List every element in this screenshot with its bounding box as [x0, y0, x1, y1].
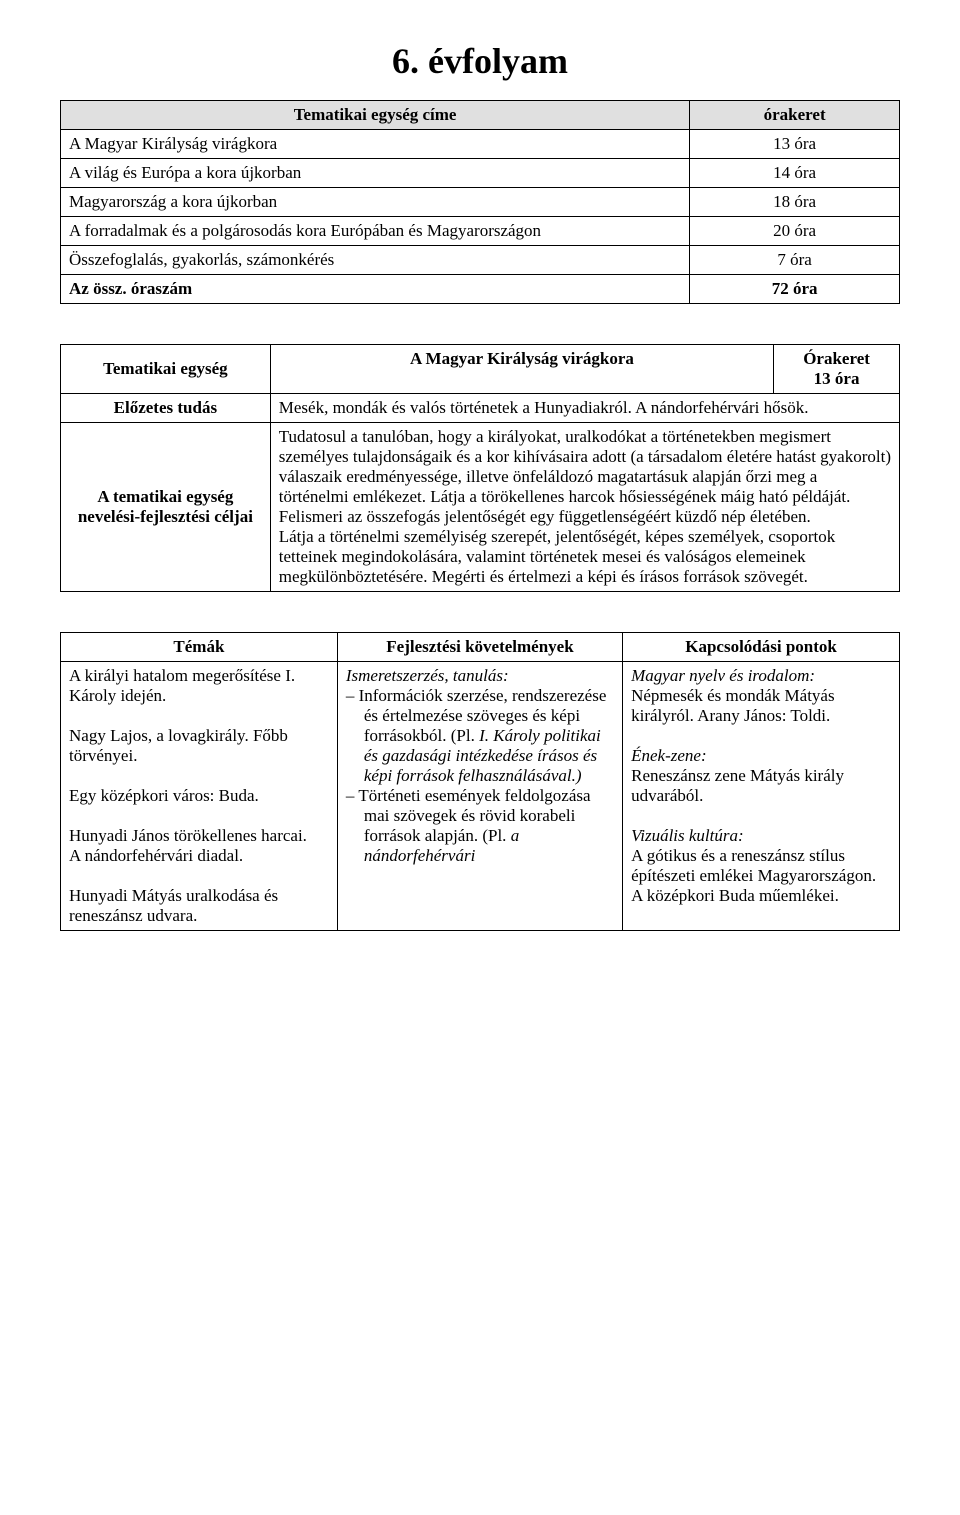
t1-header-right: órakeret: [690, 101, 900, 130]
t2-goals-value: Tudatosul a tanulóban, hogy a királyokat…: [270, 423, 899, 592]
t2-unit-hours: Órakeret 13 óra: [774, 345, 900, 394]
t1-r5-label: Az össz. óraszám: [61, 275, 690, 304]
t2-prior-value: Mesék, mondák és valós történetek a Huny…: [270, 394, 899, 423]
t1-r3-value: 20 óra: [690, 217, 900, 246]
list-item: Információk szerzése, rendszerezése és é…: [346, 686, 614, 786]
t3-req-cell: Ismeretszerzés, tanulás: Információk sze…: [337, 662, 622, 931]
topics-table: Témák Fejlesztési követelmények Kapcsoló…: [60, 632, 900, 931]
t2-hours-label: Órakeret: [803, 349, 870, 368]
t3-links-p2-text: Reneszánsz zene Mátyás király udvarából.: [631, 766, 844, 805]
t3-links-p3-label: Vizuális kultúra:: [631, 826, 744, 845]
t3-req-item1-a: Történeti események feldolgozása mai szö…: [358, 786, 590, 845]
table-row: A forradalmak és a polgárosodás kora Eur…: [61, 217, 900, 246]
t2-unit-value: A Magyar Királyság virágkora: [270, 345, 773, 394]
t1-r0-label: A Magyar Királyság virágkora: [61, 130, 690, 159]
t2-hours-value: 13 óra: [814, 369, 860, 388]
t3-topics-cell: A királyi hatalom megerősítése I. Károly…: [61, 662, 338, 931]
t3-req-list: Információk szerzése, rendszerezése és é…: [346, 686, 614, 866]
t3-links-p3-text: A gótikus és a reneszánsz stílus építész…: [631, 846, 876, 905]
t1-r1-label: A világ és Európa a kora újkorban: [61, 159, 690, 188]
t1-r2-label: Magyarország a kora újkorban: [61, 188, 690, 217]
t3-h-links: Kapcsolódási pontok: [623, 633, 900, 662]
page-title: 6. évfolyam: [60, 40, 900, 82]
t2-goals-label: A tematikai egység nevelési-fejlesztési …: [61, 423, 271, 592]
table-row: Magyarország a kora újkorban 18 óra: [61, 188, 900, 217]
unit-detail-table: Tematikai egység A Magyar Királyság virá…: [60, 344, 900, 592]
table-row: Összefoglalás, gyakorlás, számonkérés 7 …: [61, 246, 900, 275]
t3-links-p1-text: Népmesék és mondák Mátyás királyról. Ara…: [631, 686, 834, 725]
table-row: A Magyar Királyság virágkora 13 óra: [61, 130, 900, 159]
t1-r1-value: 14 óra: [690, 159, 900, 188]
t1-r4-value: 7 óra: [690, 246, 900, 275]
t3-h-req: Fejlesztési követelmények: [337, 633, 622, 662]
t3-h-topics: Témák: [61, 633, 338, 662]
t1-header-left: Tematikai egység címe: [61, 101, 690, 130]
t3-links-p1: Magyar nyelv és irodalom: Népmesék és mo…: [631, 666, 891, 726]
t3-links-p1-label: Magyar nyelv és irodalom:: [631, 666, 815, 685]
t3-links-cell: Magyar nyelv és irodalom: Népmesék és mo…: [623, 662, 900, 931]
t3-req-heading: Ismeretszerzés, tanulás:: [346, 666, 509, 685]
t3-links-p3: Vizuális kultúra: A gótikus és a reneszá…: [631, 826, 891, 906]
t1-r0-value: 13 óra: [690, 130, 900, 159]
list-item: Történeti események feldolgozása mai szö…: [346, 786, 614, 866]
hours-summary-table: Tematikai egység címe órakeret A Magyar …: [60, 100, 900, 304]
t3-links-p2: Ének-zene: Reneszánsz zene Mátyás király…: [631, 746, 891, 806]
t2-prior-label: Előzetes tudás: [61, 394, 271, 423]
table-row: Az össz. óraszám 72 óra: [61, 275, 900, 304]
t2-unit-label: Tematikai egység: [61, 345, 271, 394]
t1-r5-value: 72 óra: [690, 275, 900, 304]
t1-r4-label: Összefoglalás, gyakorlás, számonkérés: [61, 246, 690, 275]
table-row: A világ és Európa a kora újkorban 14 óra: [61, 159, 900, 188]
t1-r2-value: 18 óra: [690, 188, 900, 217]
table-row: A királyi hatalom megerősítése I. Károly…: [61, 662, 900, 931]
t1-r3-label: A forradalmak és a polgárosodás kora Eur…: [61, 217, 690, 246]
t3-links-p2-label: Ének-zene:: [631, 746, 707, 765]
